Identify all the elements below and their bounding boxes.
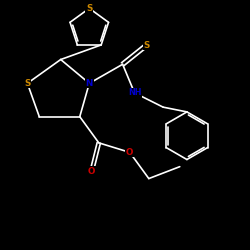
Text: N: N [86, 79, 93, 88]
Text: S: S [24, 79, 30, 88]
Text: O: O [126, 148, 134, 157]
Text: S: S [86, 4, 92, 13]
Text: S: S [143, 41, 150, 50]
Text: O: O [88, 167, 96, 176]
Text: NH: NH [128, 88, 141, 97]
